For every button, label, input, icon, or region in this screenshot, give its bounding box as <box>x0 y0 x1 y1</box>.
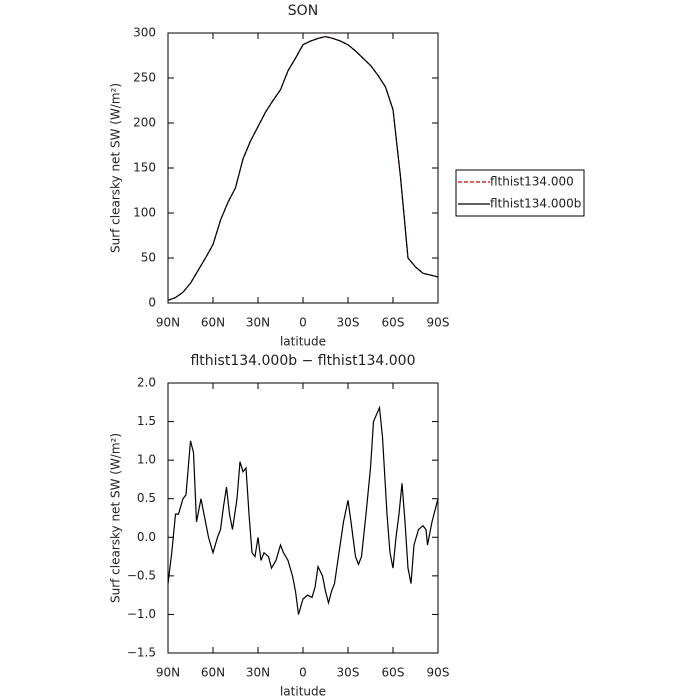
y-tick-label: 0 <box>148 296 156 310</box>
legend-label: flthist134.000b <box>490 197 581 211</box>
y-tick-label: −0.5 <box>127 568 156 582</box>
chart-title: flthist134.000b − flthist134.000 <box>190 353 415 369</box>
y-tick-label: 200 <box>133 116 156 130</box>
x-tick-label: 30N <box>246 666 270 680</box>
y-tick-label: 2.0 <box>137 376 156 390</box>
x-axis-title: latitude <box>280 685 326 699</box>
x-tick-label: 90N <box>156 666 180 680</box>
chart-title: SON <box>288 3 318 19</box>
data-line <box>167 35 439 301</box>
plot-frame <box>167 32 439 304</box>
y-axis-title: Surf clearsky net SW (W/m²) <box>109 433 123 603</box>
legend-box <box>455 169 585 217</box>
x-tick-label: 60N <box>201 316 225 330</box>
x-tick-label: 0 <box>299 316 307 330</box>
x-tick-label: 90S <box>427 666 450 680</box>
x-tick-label: 0 <box>299 666 307 680</box>
x-tick-label: 90N <box>156 316 180 330</box>
y-tick-label: 0.5 <box>137 491 156 505</box>
x-tick-label: 30N <box>246 316 270 330</box>
y-tick-label: 1.5 <box>137 414 156 428</box>
x-tick-label: 60S <box>382 666 405 680</box>
y-tick-label: 150 <box>133 161 156 175</box>
data-line <box>167 35 439 301</box>
x-tick-label: 60S <box>382 316 405 330</box>
x-tick-label: 30S <box>337 666 360 680</box>
y-tick-label: 300 <box>133 26 156 40</box>
y-tick-label: 100 <box>133 206 156 220</box>
y-tick-label: −1.5 <box>127 646 156 660</box>
y-tick-label: −1.0 <box>127 607 156 621</box>
plot-frame <box>167 382 439 654</box>
x-tick-label: 60N <box>201 666 225 680</box>
y-tick-label: 250 <box>133 71 156 85</box>
y-tick-label: 1.0 <box>137 453 156 467</box>
x-axis-title: latitude <box>280 335 326 349</box>
y-tick-label: 50 <box>141 251 156 265</box>
x-tick-label: 30S <box>337 316 360 330</box>
y-axis-title: Surf clearsky net SW (W/m²) <box>109 83 123 253</box>
y-tick-label: 0.0 <box>137 530 156 544</box>
x-tick-label: 90S <box>427 316 450 330</box>
data-line <box>167 405 439 615</box>
legend-label: flthist134.000 <box>490 175 574 189</box>
